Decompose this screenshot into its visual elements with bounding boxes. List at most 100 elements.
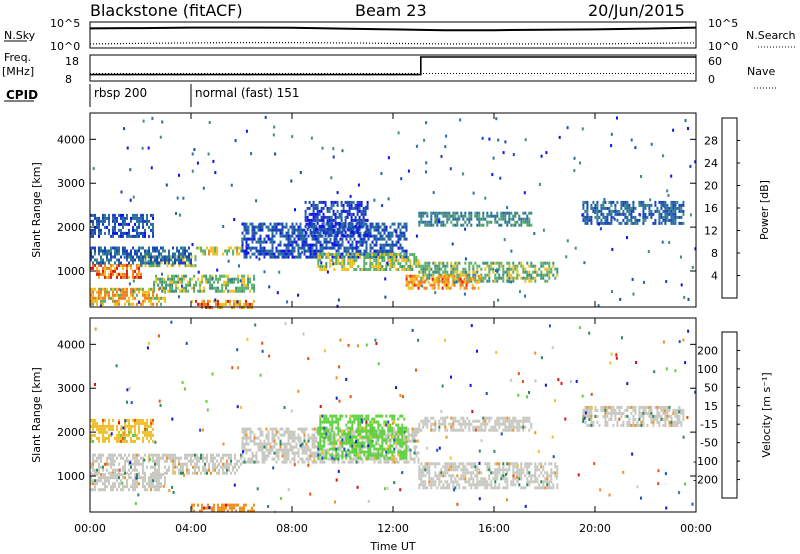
data-cell — [116, 287, 118, 291]
data-cell — [265, 457, 268, 461]
data-cell — [212, 468, 214, 472]
data-cell — [317, 426, 320, 430]
data-cell — [232, 252, 235, 256]
data-cell — [381, 259, 384, 262]
data-cell — [341, 429, 344, 433]
data-cell — [142, 459, 144, 463]
data-cell — [355, 240, 358, 244]
data-cell — [510, 276, 513, 280]
data-cell — [542, 228, 545, 232]
data-cell — [275, 451, 278, 455]
data-cell — [365, 228, 368, 232]
data-cell — [401, 441, 404, 445]
data-cell — [108, 293, 110, 297]
data-cell — [283, 252, 286, 256]
data-cell — [434, 220, 437, 224]
data-cell — [198, 246, 201, 250]
data-cell — [526, 261, 529, 265]
data-cell — [333, 255, 336, 259]
noise-panel: N.Sky 10^5 10^0 10^5 10^0 N.Search — [4, 17, 796, 53]
data-cell — [538, 462, 541, 466]
data-cell — [142, 213, 144, 217]
data-cell — [287, 427, 290, 431]
data-cell — [397, 448, 400, 452]
data-cell — [664, 221, 667, 225]
data-cell — [347, 438, 350, 442]
data-cell — [168, 456, 170, 460]
data-cell — [98, 246, 100, 250]
data-cell — [164, 471, 166, 475]
data-cell — [598, 209, 601, 213]
data-cell — [241, 436, 244, 440]
data-cell — [482, 477, 485, 481]
data-cell — [146, 222, 148, 226]
data-cell — [355, 249, 358, 253]
data-cell — [230, 462, 232, 466]
data-cell — [166, 255, 168, 259]
data-cell — [90, 252, 92, 256]
data-cell — [417, 451, 420, 455]
data-cell — [303, 430, 306, 434]
data-cell — [326, 220, 329, 224]
data-cell — [303, 448, 306, 452]
data-cell — [582, 203, 585, 207]
data-cell — [259, 246, 262, 250]
data-cell — [154, 465, 156, 469]
data-cell — [281, 433, 284, 437]
data-cell — [660, 206, 663, 210]
data-cell — [358, 233, 361, 237]
data-cell — [126, 299, 128, 303]
data-cell — [295, 436, 298, 440]
data-cell — [104, 287, 106, 291]
data-cell — [247, 277, 250, 281]
data-cell — [366, 218, 369, 222]
data-cell — [255, 451, 258, 455]
data-cell — [401, 450, 404, 454]
data-cell — [186, 462, 188, 466]
data-cell — [188, 453, 190, 457]
data-cell — [245, 286, 248, 290]
data-cell — [182, 471, 184, 475]
data-cell — [466, 223, 469, 227]
data-cell — [387, 231, 390, 235]
data-cell — [405, 252, 408, 256]
data-cell — [281, 249, 284, 253]
data-cell — [275, 225, 278, 229]
data-cell — [122, 213, 124, 217]
data-cell — [426, 261, 429, 265]
data-cell — [319, 438, 322, 442]
data-cell — [142, 119, 145, 123]
data-cell — [142, 287, 144, 291]
data-cell — [277, 457, 280, 461]
data-cell — [263, 240, 266, 244]
data-cell — [496, 267, 499, 271]
data-cell — [381, 246, 384, 250]
data-cell — [375, 262, 378, 265]
data-cell — [255, 454, 258, 458]
data-cell — [373, 255, 376, 259]
data-cell — [301, 442, 304, 446]
data-cell — [114, 255, 116, 259]
data-cell — [213, 299, 215, 303]
data-cell — [608, 221, 611, 225]
data-cell — [325, 429, 328, 433]
data-cell — [399, 255, 402, 259]
data-cell — [381, 222, 384, 226]
data-cell — [399, 262, 402, 265]
data-cell — [241, 249, 244, 253]
data-cell — [381, 444, 384, 448]
data-cell — [357, 426, 360, 430]
data-cell — [102, 476, 104, 480]
data-cell — [339, 237, 342, 241]
data-cell — [161, 280, 164, 284]
data-cell — [92, 219, 94, 223]
data-cell — [325, 231, 328, 235]
data-cell — [110, 263, 112, 267]
data-cell — [130, 249, 132, 253]
data-cell — [245, 451, 248, 455]
data-cell — [116, 476, 118, 480]
data-cell — [663, 205, 666, 209]
data-cell — [130, 287, 132, 291]
data-cell — [676, 215, 679, 219]
data-cell — [399, 246, 402, 250]
